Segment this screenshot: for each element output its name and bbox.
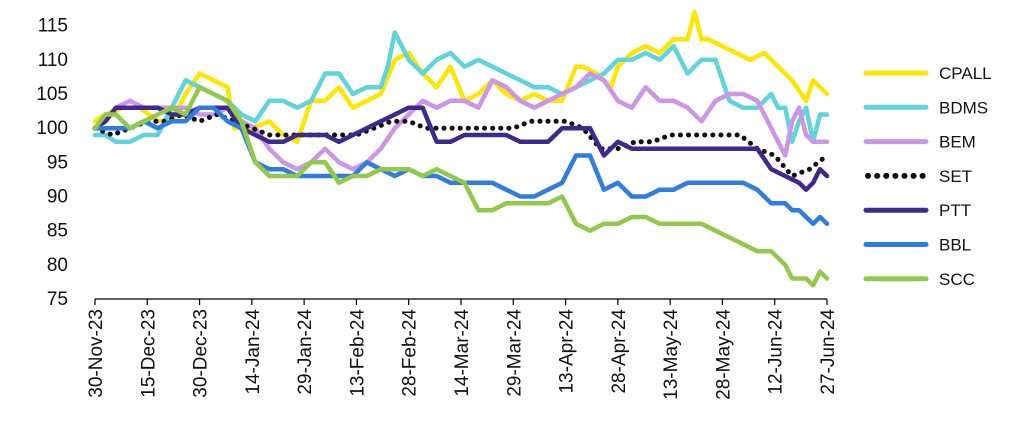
legend-label-set: SET xyxy=(939,167,972,186)
x-tick-label: 29-Jan-24 xyxy=(295,309,316,395)
legend-label-ptt: PTT xyxy=(939,201,971,220)
x-tick-label: 30-Nov-23 xyxy=(86,309,107,398)
x-tick-label: 14-Mar-24 xyxy=(452,309,473,397)
x-tick-label: 12-Jun-24 xyxy=(766,309,787,395)
legend-label-cpall: CPALL xyxy=(939,64,992,83)
x-tick-label: 15-Dec-23 xyxy=(138,309,159,398)
legend: CPALL BDMS BEM SET PTT BBL SCC xyxy=(863,64,992,289)
y-tick-label: 90 xyxy=(47,187,68,208)
y-tick-label: 80 xyxy=(47,255,68,276)
x-tick-label: 27-Jun-24 xyxy=(818,309,839,395)
series-line-set xyxy=(92,112,830,179)
axes: 75 80 85 90 95 100 105 110 115 30-Nov-23 15-Dec-23… xyxy=(36,16,839,400)
y-tick-label: 75 xyxy=(47,289,68,310)
x-tick-label: 29-Mar-24 xyxy=(504,309,525,397)
x-tick-label: 28-Feb-24 xyxy=(400,309,421,397)
series-lines xyxy=(92,9,830,288)
x-tick-label: 14-Jan-24 xyxy=(243,309,264,395)
series-line-scc xyxy=(92,84,830,288)
series-line-ptt xyxy=(92,105,830,192)
series-line-cpall xyxy=(92,9,830,145)
y-tick-label: 105 xyxy=(36,84,68,105)
x-tick-label: 28-Apr-24 xyxy=(609,309,630,394)
x-tick-label: 30-Dec-23 xyxy=(191,309,212,398)
y-tick-label: 85 xyxy=(47,221,68,242)
y-tick-label: 115 xyxy=(38,16,68,37)
y-tick-label: 110 xyxy=(38,50,68,71)
x-tick-label: 28-May-24 xyxy=(713,309,734,400)
y-tick-label: 100 xyxy=(36,118,68,139)
legend-label-scc: SCC xyxy=(939,270,975,289)
legend-label-bdms: BDMS xyxy=(939,98,988,117)
x-tick-label: 13-Apr-24 xyxy=(557,309,578,394)
y-tick-label: 95 xyxy=(47,152,68,173)
legend-label-bbl: BBL xyxy=(939,236,971,255)
x-tick-label: 13-Feb-24 xyxy=(347,309,368,397)
legend-label-bem: BEM xyxy=(939,133,976,152)
x-tick-label: 13-May-24 xyxy=(661,309,682,400)
series-line-bbl xyxy=(92,105,830,227)
